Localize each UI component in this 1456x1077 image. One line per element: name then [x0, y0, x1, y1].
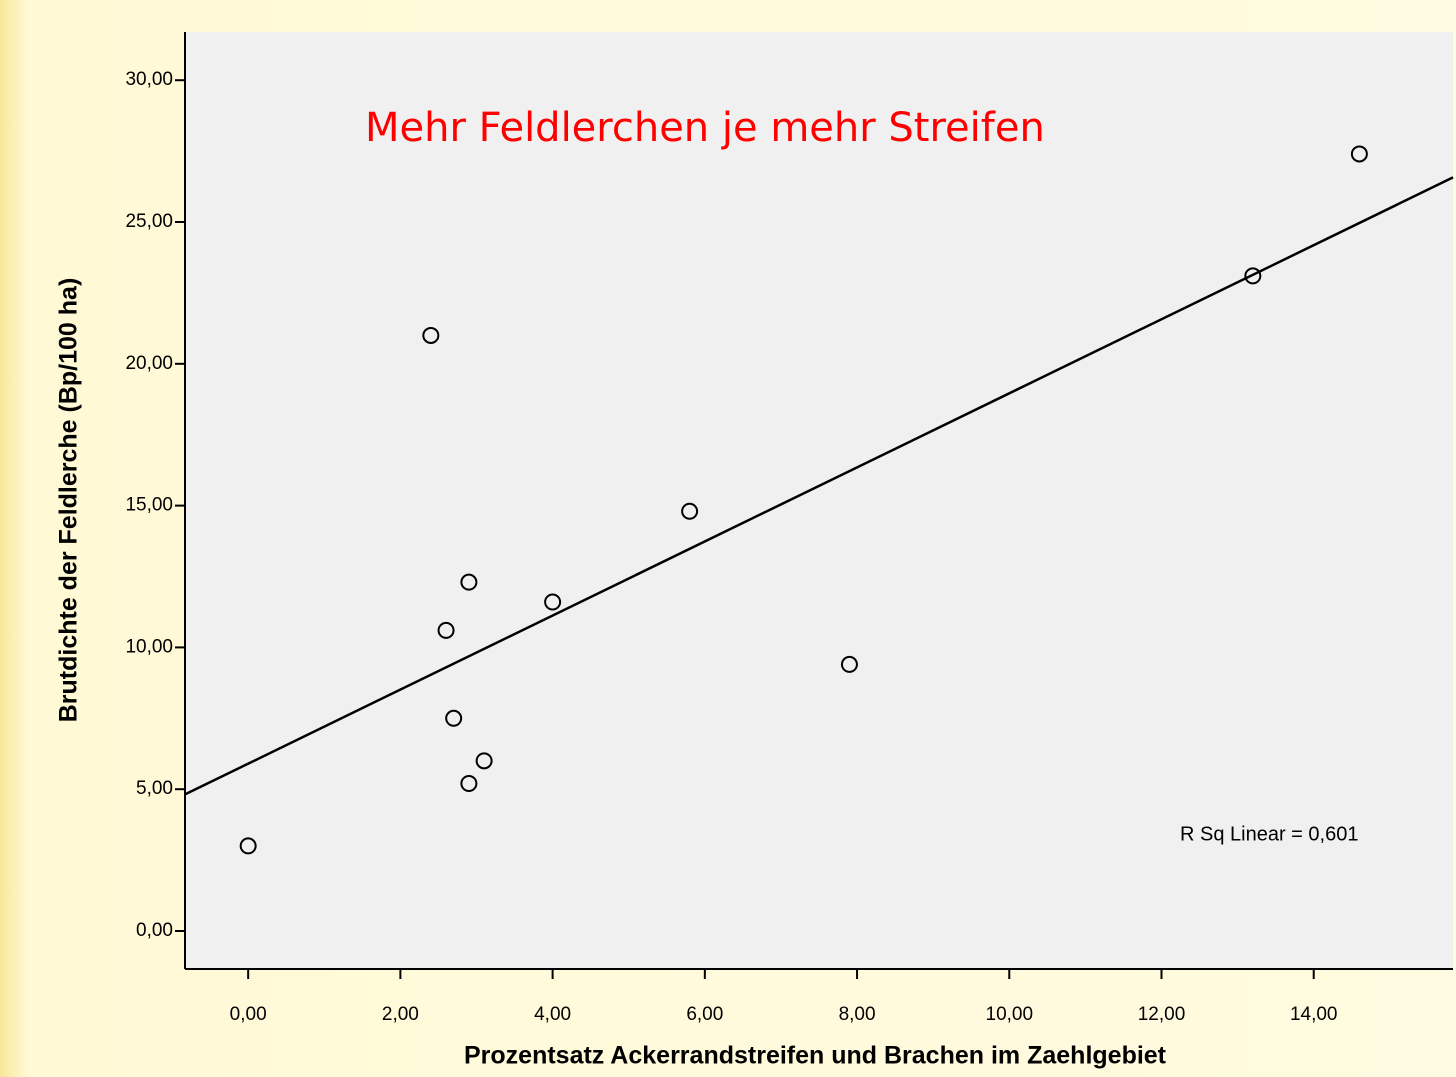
- y-tick-label: 15,00: [125, 495, 173, 516]
- point: [460, 573, 478, 591]
- x-tick-label: 12,00: [1138, 1004, 1186, 1025]
- point: [840, 655, 858, 673]
- point: [460, 775, 478, 793]
- point: [1350, 145, 1368, 163]
- y-tick-label: 0,00: [136, 920, 173, 941]
- point: [239, 837, 257, 855]
- y-tick-label: 25,00: [125, 211, 173, 232]
- y-tick-label: 30,00: [125, 69, 173, 90]
- x-tick-label: 14,00: [1290, 1004, 1338, 1025]
- x-tick-label: 4,00: [534, 1004, 571, 1025]
- x-tick-label: 10,00: [986, 1004, 1034, 1025]
- point: [437, 621, 455, 639]
- y-axis-title: Brutdichte der Feldlerche (Bp/100 ha): [55, 278, 83, 723]
- y-tick-label: 10,00: [125, 636, 173, 657]
- fit-line: [184, 176, 1454, 796]
- point: [422, 326, 440, 344]
- point: [475, 752, 493, 770]
- x-tick-label: 6,00: [686, 1004, 723, 1025]
- point: [681, 502, 699, 520]
- x-tick-label: 2,00: [382, 1004, 419, 1025]
- annotation: Mehr Feldlerchen je mehr Streifen: [365, 105, 1045, 151]
- x-tick-label: 0,00: [230, 1004, 267, 1025]
- x-axis-title: Prozentsatz Ackerrandstreifen und Brache…: [464, 1042, 1167, 1070]
- y-tick-label: 20,00: [125, 353, 173, 374]
- y-tick-label: 5,00: [136, 778, 173, 799]
- fit-label: R Sq Linear = 0,601: [1180, 823, 1358, 845]
- point: [544, 593, 562, 611]
- point: [1244, 267, 1262, 285]
- x-tick-label: 8,00: [839, 1004, 876, 1025]
- plot-area: [185, 32, 1453, 969]
- point: [445, 709, 463, 727]
